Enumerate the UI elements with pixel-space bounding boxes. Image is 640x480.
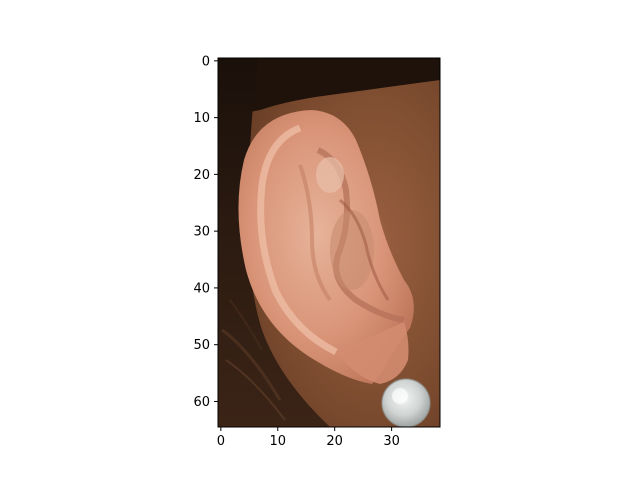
x-tick-label: 0: [217, 434, 225, 449]
x-tick-label: 20: [326, 434, 343, 449]
y-tick-label: 30: [193, 225, 210, 240]
y-tick-label: 20: [193, 168, 210, 183]
earring-stud: [381, 378, 431, 427]
y-tick-label: 0: [202, 54, 210, 69]
y-axis: 0 10 20 30 40 50 60: [193, 54, 218, 410]
y-tick-label: 10: [193, 111, 210, 126]
x-axis: 0 10 20 30: [217, 427, 400, 449]
ear-photo-image: [218, 58, 440, 427]
y-tick-label: 50: [193, 338, 210, 353]
y-tick-label: 40: [193, 281, 210, 296]
x-tick-label: 10: [269, 434, 286, 449]
x-tick-label: 30: [383, 434, 400, 449]
axes-frame: [217, 57, 441, 428]
y-tick-label: 60: [193, 395, 210, 410]
